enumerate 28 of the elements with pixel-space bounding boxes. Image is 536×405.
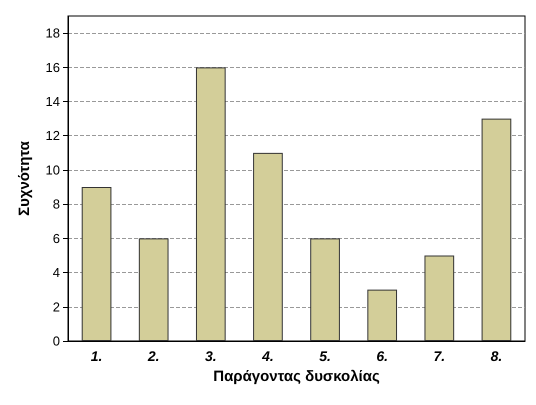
bar bbox=[196, 67, 226, 341]
y-tick-label: 16 bbox=[46, 60, 60, 75]
x-tick-label: 2. bbox=[146, 348, 160, 364]
bar bbox=[253, 152, 283, 341]
x-tick-label: 7. bbox=[433, 348, 446, 364]
y-tick-label: 10 bbox=[46, 162, 60, 178]
y-tick-label: 18 bbox=[46, 26, 60, 41]
y-tick-label: 12 bbox=[46, 128, 60, 144]
x-axis-title: Παράγοντας δυσκολίας bbox=[213, 368, 380, 385]
y-tick-label: 8 bbox=[52, 196, 60, 212]
x-tick-label: 3. bbox=[204, 348, 217, 364]
y-tick-label: 14 bbox=[46, 94, 60, 110]
x-tick-label: 5. bbox=[319, 348, 331, 364]
x-tick-label: 6. bbox=[376, 348, 388, 364]
bar bbox=[138, 238, 169, 341]
bar bbox=[310, 238, 340, 341]
y-tick-label: 4 bbox=[52, 265, 60, 280]
y-axis-title: Συχνότητα bbox=[16, 140, 33, 216]
x-tick-label: 4. bbox=[261, 348, 274, 364]
bar bbox=[424, 255, 454, 341]
x-tick-label: 1. bbox=[90, 348, 102, 364]
bar bbox=[482, 118, 512, 341]
bar bbox=[82, 187, 112, 341]
y-tick-label: 2 bbox=[52, 299, 60, 314]
y-tick-label: 6 bbox=[52, 230, 60, 246]
y-tick-label: 0 bbox=[52, 334, 60, 348]
x-tick-label: 8. bbox=[490, 348, 502, 364]
bar bbox=[367, 290, 398, 341]
